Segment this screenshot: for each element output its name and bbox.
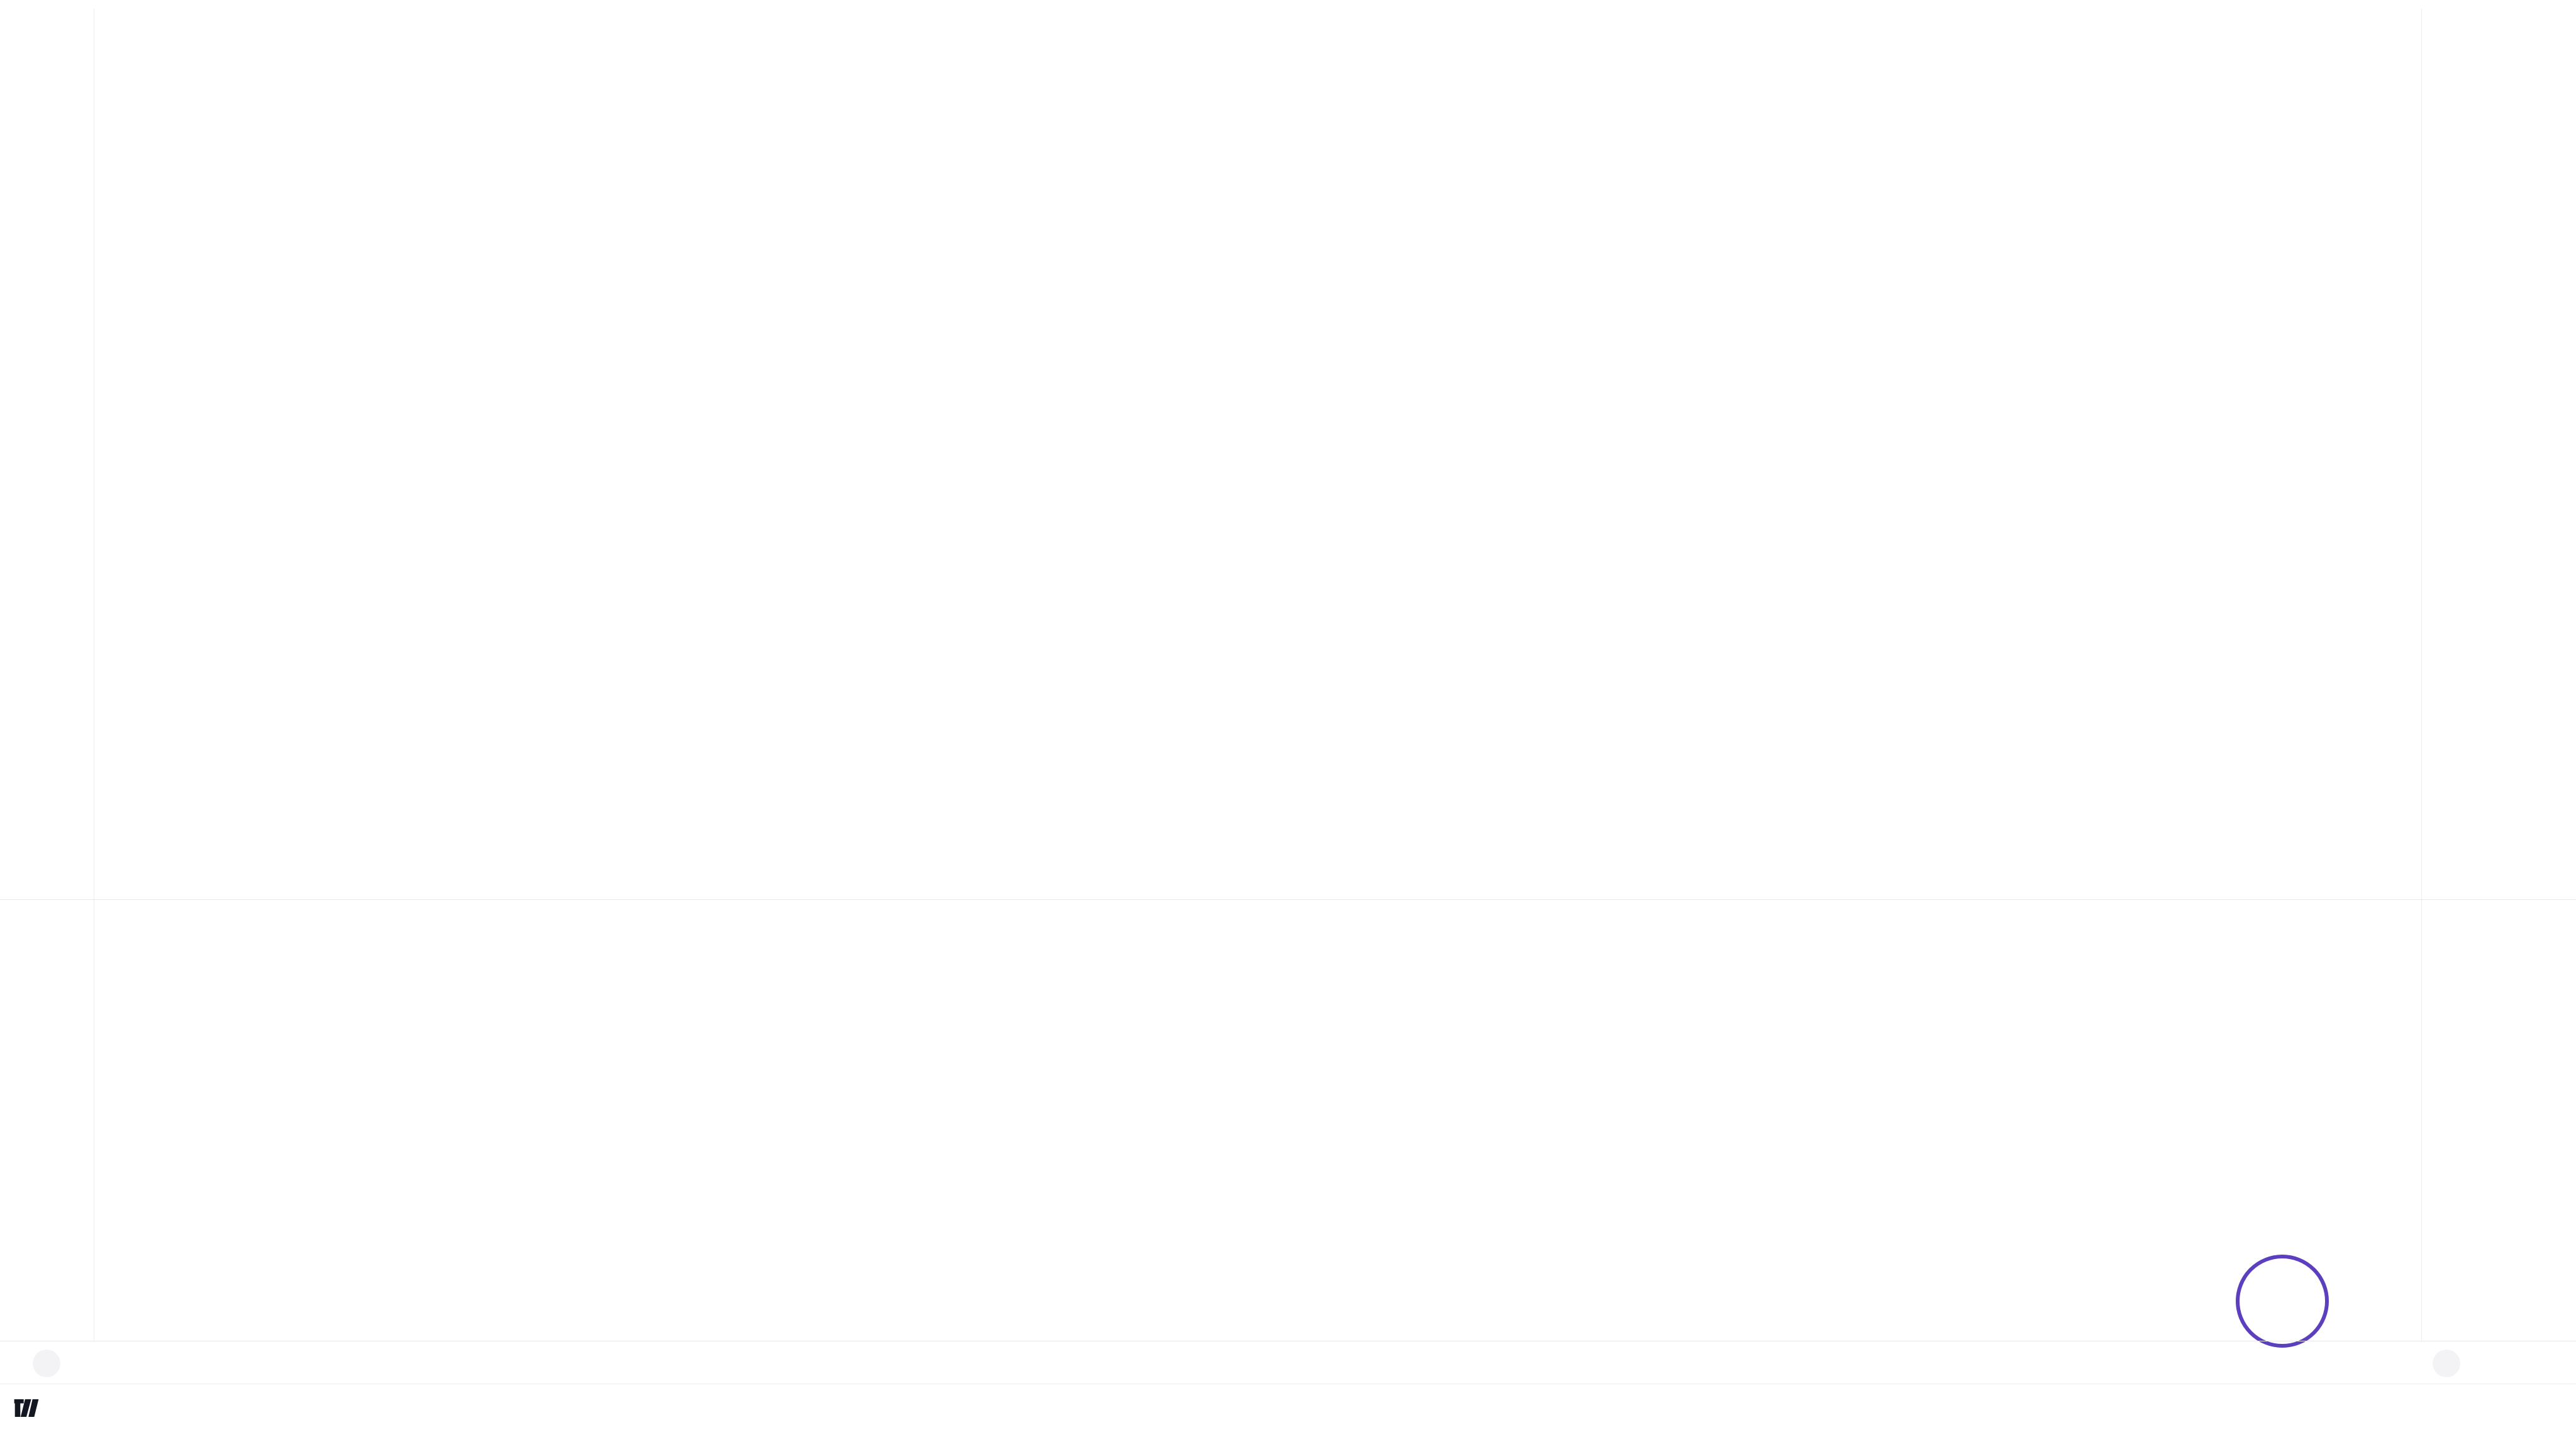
right-price-axis[interactable]: [2421, 9, 2576, 1341]
main-series-canvas: [94, 9, 2421, 898]
pane-separator[interactable]: [0, 899, 2576, 900]
scroll-to-realtime-button[interactable]: [2433, 1350, 2460, 1377]
histogram-canvas: [94, 901, 2421, 1341]
lower-pane-legend[interactable]: [117, 921, 125, 938]
annotation-circle: [2236, 1255, 2329, 1348]
total-excess-badge[interactable]: [0, 0, 31, 23]
main-chart-pane[interactable]: [94, 9, 2421, 898]
indicator-legend[interactable]: [117, 40, 160, 58]
tradingview-logo[interactable]: [14, 1399, 48, 1417]
tradingview-logo-icon: [14, 1399, 39, 1417]
footer-bar: [0, 1384, 2576, 1437]
excess-badge-divider: [15, 0, 16, 23]
time-axis[interactable]: [0, 1341, 2576, 1384]
excess-badge-value: [16, 0, 31, 23]
main-symbol-legend[interactable]: [117, 13, 175, 31]
excess-badge-name: [0, 0, 15, 23]
lower-histogram-pane[interactable]: [94, 901, 2421, 1341]
left-price-axis[interactable]: [0, 9, 94, 1341]
scroll-to-start-button[interactable]: [33, 1350, 60, 1377]
